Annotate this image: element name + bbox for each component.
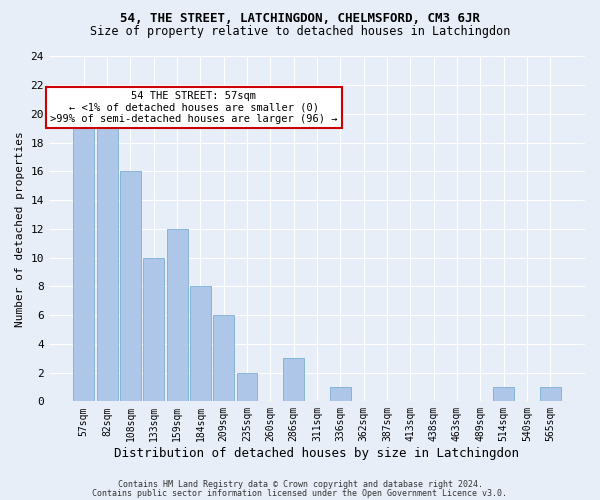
Bar xyxy=(97,128,118,402)
Bar xyxy=(73,128,94,402)
Text: Contains HM Land Registry data © Crown copyright and database right 2024.: Contains HM Land Registry data © Crown c… xyxy=(118,480,482,489)
Bar xyxy=(283,358,304,402)
X-axis label: Distribution of detached houses by size in Latchingdon: Distribution of detached houses by size … xyxy=(115,447,520,460)
Text: Size of property relative to detached houses in Latchingdon: Size of property relative to detached ho… xyxy=(90,25,510,38)
Bar xyxy=(330,387,351,402)
Bar xyxy=(167,229,188,402)
Bar xyxy=(213,315,234,402)
Bar xyxy=(143,258,164,402)
Y-axis label: Number of detached properties: Number of detached properties xyxy=(15,131,25,327)
Text: Contains public sector information licensed under the Open Government Licence v3: Contains public sector information licen… xyxy=(92,490,508,498)
Bar xyxy=(190,286,211,402)
Bar xyxy=(493,387,514,402)
Bar xyxy=(539,387,560,402)
Text: 54, THE STREET, LATCHINGDON, CHELMSFORD, CM3 6JR: 54, THE STREET, LATCHINGDON, CHELMSFORD,… xyxy=(120,12,480,26)
Text: 54 THE STREET: 57sqm
← <1% of detached houses are smaller (0)
>99% of semi-detac: 54 THE STREET: 57sqm ← <1% of detached h… xyxy=(50,91,337,124)
Bar xyxy=(120,172,141,402)
Bar xyxy=(236,372,257,402)
